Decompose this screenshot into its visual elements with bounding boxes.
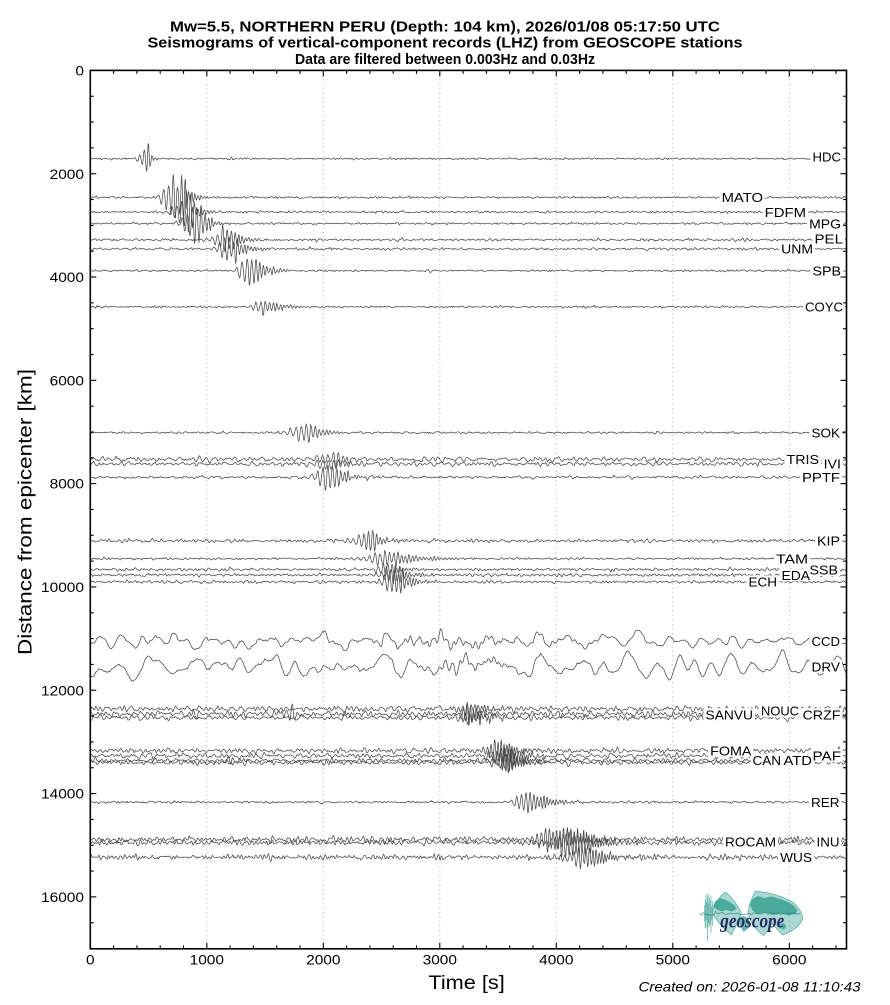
svg-text:3000: 3000 xyxy=(423,951,458,967)
svg-text:IVI: IVI xyxy=(824,457,841,472)
svg-text:0: 0 xyxy=(75,63,84,79)
svg-text:14000: 14000 xyxy=(41,786,84,802)
svg-text:CRZF: CRZF xyxy=(803,708,841,723)
svg-text:5000: 5000 xyxy=(656,951,691,967)
svg-text:8000: 8000 xyxy=(50,476,85,492)
svg-text:Seismograms of vertical-compon: Seismograms of vertical-component record… xyxy=(148,36,743,52)
svg-text:FOMA: FOMA xyxy=(710,743,752,758)
svg-text:0: 0 xyxy=(86,951,95,967)
svg-text:Distance from epicenter [km]: Distance from epicenter [km] xyxy=(15,369,37,655)
svg-text:1000: 1000 xyxy=(190,951,225,967)
svg-text:SSB: SSB xyxy=(810,562,839,577)
svg-text:RER: RER xyxy=(811,795,840,810)
svg-text:2000: 2000 xyxy=(50,166,85,182)
svg-text:6000: 6000 xyxy=(50,372,85,388)
svg-text:6000: 6000 xyxy=(772,951,807,967)
svg-text:DRV: DRV xyxy=(812,659,841,674)
svg-text:12000: 12000 xyxy=(41,682,84,698)
svg-text:HDC: HDC xyxy=(813,149,842,164)
svg-text:PEL: PEL xyxy=(815,232,844,247)
svg-text:10000: 10000 xyxy=(41,579,84,595)
svg-text:4000: 4000 xyxy=(539,951,574,967)
svg-text:CAN: CAN xyxy=(753,753,782,768)
svg-text:NOUC: NOUC xyxy=(761,704,799,719)
svg-text:KIP: KIP xyxy=(817,534,840,549)
svg-text:SPB: SPB xyxy=(813,264,842,279)
svg-text:geoscope: geoscope xyxy=(719,911,784,933)
svg-text:EDA: EDA xyxy=(782,568,811,583)
svg-text:TRIS: TRIS xyxy=(787,452,820,467)
svg-text:PPTF: PPTF xyxy=(802,470,840,485)
svg-text:Created on: 2026-01-08 11:10:4: Created on: 2026-01-08 11:10:43 xyxy=(639,980,861,995)
svg-text:COYC: COYC xyxy=(805,300,843,315)
svg-text:INU: INU xyxy=(817,834,840,849)
svg-text:CCD: CCD xyxy=(812,634,841,649)
svg-text:FDFM: FDFM xyxy=(765,205,806,220)
svg-text:MPG: MPG xyxy=(809,216,841,231)
svg-text:ATD: ATD xyxy=(784,753,813,768)
svg-text:UNM: UNM xyxy=(781,242,813,257)
svg-text:ECH: ECH xyxy=(749,575,778,590)
svg-text:TAM: TAM xyxy=(776,552,808,567)
svg-text:2000: 2000 xyxy=(306,951,341,967)
svg-text:WUS: WUS xyxy=(780,850,812,865)
svg-text:Time [s]: Time [s] xyxy=(428,972,505,994)
svg-text:PAF: PAF xyxy=(813,749,842,764)
svg-text:ROCAM: ROCAM xyxy=(725,834,776,849)
svg-text:Data are filtered between 0.00: Data are filtered between 0.003Hz and 0.… xyxy=(295,52,595,68)
svg-text:4000: 4000 xyxy=(50,269,85,285)
svg-text:16000: 16000 xyxy=(41,889,84,905)
svg-text:SOK: SOK xyxy=(812,425,841,440)
svg-text:MATO: MATO xyxy=(722,190,763,205)
svg-text:SANVU: SANVU xyxy=(706,708,754,723)
svg-text:Mw=5.5, NORTHERN PERU (Depth:: Mw=5.5, NORTHERN PERU (Depth: 104 km), 2… xyxy=(170,19,720,35)
